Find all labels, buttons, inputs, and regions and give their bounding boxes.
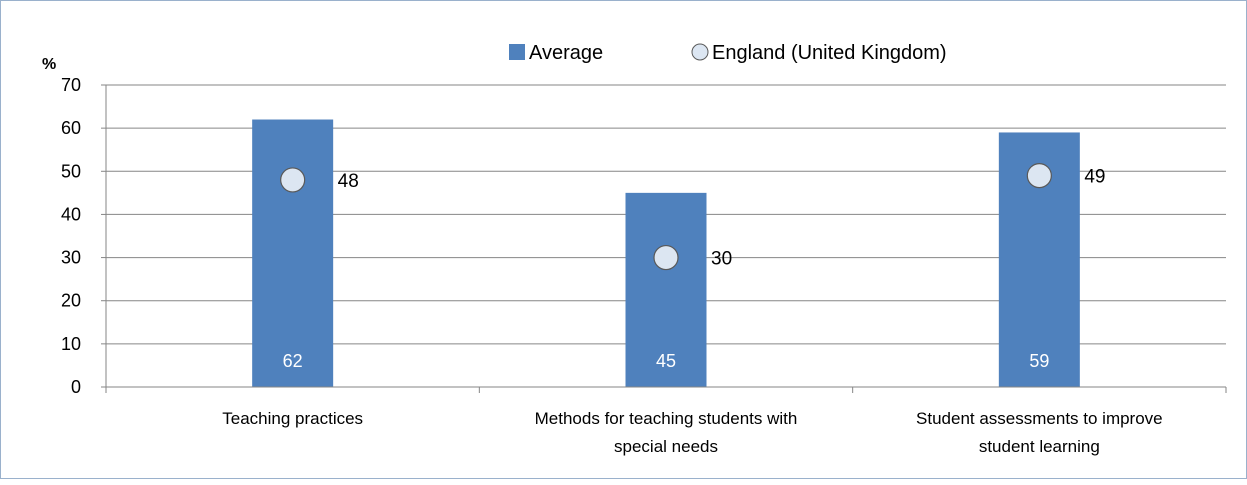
y-tick-label: 50 bbox=[61, 161, 81, 181]
point-marker bbox=[1026, 163, 1052, 189]
bar-data-label: 59 bbox=[1029, 351, 1049, 371]
y-axis-label: % bbox=[42, 56, 56, 73]
legend-label: England (United Kingdom) bbox=[712, 42, 947, 64]
category-label: special needs bbox=[614, 437, 718, 456]
category-label: Teaching practices bbox=[222, 409, 363, 428]
category-label: student learning bbox=[979, 437, 1100, 456]
point-data-label: 48 bbox=[338, 171, 359, 192]
y-tick-label: 0 bbox=[71, 377, 81, 397]
y-tick-label: 10 bbox=[61, 334, 81, 354]
legend-swatch-bar bbox=[509, 44, 525, 60]
y-tick-label: 30 bbox=[61, 248, 81, 268]
legend-label: Average bbox=[529, 42, 603, 64]
point-marker bbox=[653, 244, 679, 271]
y-tick-label: 40 bbox=[61, 204, 81, 224]
bar bbox=[252, 119, 334, 387]
point-data-label: 30 bbox=[711, 249, 732, 270]
point-data-label: 49 bbox=[1084, 167, 1105, 188]
category-label: Methods for teaching students with bbox=[535, 409, 798, 428]
y-tick-label: 20 bbox=[61, 291, 81, 311]
category-label: Student assessments to improve bbox=[916, 409, 1163, 428]
bar bbox=[625, 192, 707, 387]
y-tick-label: 60 bbox=[61, 118, 81, 138]
y-tick-label: 70 bbox=[61, 75, 81, 95]
legend-swatch-point bbox=[691, 43, 709, 61]
point-marker bbox=[280, 167, 306, 193]
bar-data-label: 62 bbox=[283, 351, 303, 371]
bar-data-label: 45 bbox=[656, 351, 676, 371]
